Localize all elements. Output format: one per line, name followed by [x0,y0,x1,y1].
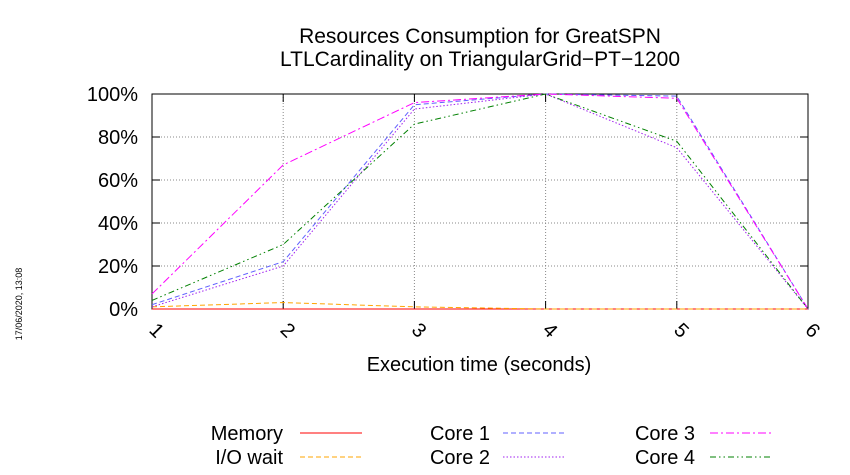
series-lines [151,93,809,310]
y-tick-label: 80% [98,127,138,149]
legend-label: Core 4 [635,447,695,469]
y-tick-label: 0% [109,299,138,321]
x-axis-label: Execution time (seconds) [367,354,592,376]
grid [152,94,808,309]
plot-area-frame [151,93,809,310]
timestamp: 17/06/2020, 13:08 [14,268,24,341]
x-tick-label: 1 [145,319,168,342]
y-tick-label: 40% [98,213,138,235]
axis-ticks: 0% 20% 40% 60% 80% 100% 1 2 3 4 5 6 [87,84,824,342]
legend-label: Core 2 [430,447,490,469]
x-tick-label: 2 [276,319,299,342]
series-line-i-o-wait [151,302,808,310]
legend-label: Core 3 [635,423,695,445]
x-tick-label: 3 [407,319,430,342]
y-tick-label: 100% [87,84,138,106]
chart-subtitle: LTLCardinality on TriangularGrid−PT−1200 [280,48,680,71]
x-tick-label: 5 [669,319,692,342]
y-tick-label: 20% [98,256,138,278]
y-tick-label: 60% [98,170,138,192]
legend-label: I/O wait [215,447,283,469]
x-tick-label: 6 [801,319,824,342]
x-tick-label: 4 [538,319,561,342]
legend-label: Memory [211,423,283,445]
legend-label: Core 1 [430,423,490,445]
chart-title: Resources Consumption for GreatSPN [299,25,661,48]
series-line-core-1 [151,93,809,310]
series-line-core-2 [151,93,809,310]
series-line-core-3 [151,93,809,310]
series-line-core-4 [151,93,809,310]
